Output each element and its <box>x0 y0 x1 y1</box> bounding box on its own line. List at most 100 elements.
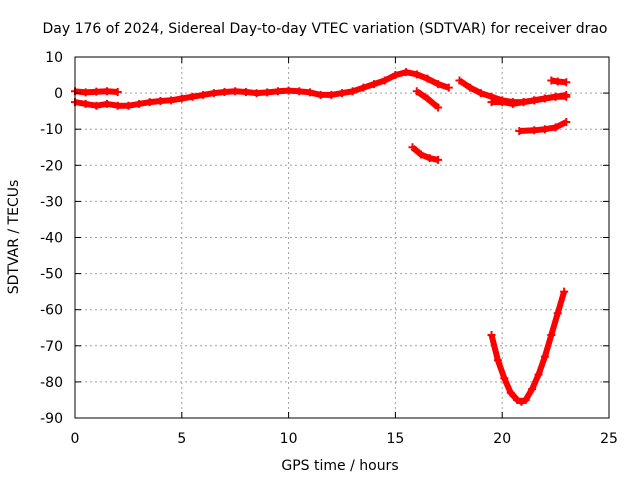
data-point <box>553 77 562 86</box>
data-point <box>135 99 144 108</box>
data-point <box>252 89 261 98</box>
data-point <box>551 123 560 132</box>
data-point <box>534 370 543 379</box>
y-tick-label: -40 <box>40 231 63 247</box>
y-tick-label: -90 <box>40 411 63 427</box>
data-point <box>547 76 556 85</box>
data-point <box>551 92 560 101</box>
x-tick-label: 0 <box>71 431 80 447</box>
data-point <box>508 99 517 108</box>
data-point <box>391 71 400 80</box>
chart-title: Day 176 of 2024, Sidereal Day-to-day VTE… <box>42 21 607 37</box>
data-point <box>513 395 522 404</box>
y-tick-label: -50 <box>40 267 63 283</box>
data-point <box>530 126 539 135</box>
data-point <box>273 87 282 96</box>
data-point <box>209 89 218 98</box>
data-point <box>528 385 537 394</box>
data-point <box>124 101 133 110</box>
data-point <box>220 88 229 97</box>
data-point <box>547 330 556 339</box>
data-point <box>466 83 475 92</box>
data-point <box>434 155 443 164</box>
data-point <box>540 94 549 103</box>
data-point <box>487 330 496 339</box>
x-tick-label: 15 <box>386 431 404 447</box>
y-tick-label: -20 <box>40 158 63 174</box>
series-layer <box>71 68 571 406</box>
y-tick-label: -80 <box>40 375 63 391</box>
data-point <box>103 87 112 96</box>
y-tick-label: -30 <box>40 194 63 210</box>
data-point <box>231 87 240 96</box>
data-point <box>530 96 539 105</box>
x-axis-label: GPS time / hours <box>281 458 398 474</box>
x-tick-label: 5 <box>177 431 186 447</box>
data-point <box>145 98 154 107</box>
data-point <box>417 150 426 159</box>
data-point <box>423 74 432 83</box>
data-point <box>327 90 336 99</box>
data-point <box>423 94 432 103</box>
data-point <box>113 88 122 97</box>
data-point <box>199 90 208 99</box>
data-point <box>92 87 101 96</box>
data-point <box>493 356 502 365</box>
data-point <box>553 309 562 318</box>
data-point <box>476 89 485 98</box>
data-point <box>263 88 272 97</box>
data-point <box>515 127 524 136</box>
x-tick-label: 20 <box>493 431 511 447</box>
data-point <box>338 89 346 98</box>
data-point <box>434 103 443 112</box>
data-point <box>316 90 325 99</box>
data-point <box>540 125 549 134</box>
series-arc2 <box>74 69 450 109</box>
y-tick-label: -60 <box>40 303 63 319</box>
data-point <box>425 154 434 163</box>
y-tick-label: -10 <box>40 122 63 138</box>
data-point <box>444 83 453 92</box>
data-point <box>412 70 421 79</box>
data-point <box>506 388 515 397</box>
data-point <box>434 80 443 89</box>
data-point <box>562 117 571 126</box>
data-point <box>408 143 417 152</box>
data-point <box>103 99 112 108</box>
data-point <box>156 97 165 106</box>
data-point <box>241 88 250 97</box>
data-point <box>370 80 379 89</box>
data-point <box>177 94 186 103</box>
data-point <box>81 99 90 108</box>
data-point <box>487 98 496 107</box>
data-point <box>412 87 421 96</box>
data-point <box>562 78 571 87</box>
x-tick-label: 10 <box>280 431 298 447</box>
y-tick-label: -70 <box>40 339 63 355</box>
data-point <box>295 87 304 96</box>
data-point <box>359 83 368 92</box>
y-axis-label: SDTVAR / TECUs <box>6 180 22 295</box>
y-tick-label: 0 <box>54 86 63 102</box>
data-point <box>455 76 464 85</box>
grid <box>75 57 609 418</box>
data-point <box>113 101 122 110</box>
data-point <box>380 76 389 85</box>
data-point <box>305 88 314 97</box>
data-point <box>284 86 293 95</box>
data-point <box>188 92 197 101</box>
axis-ticks: 0 5 10 15 20 25 10 0 -10 -20 -30 -40 -50 -60 -70 -80 -90 <box>40 50 618 447</box>
data-point <box>500 374 509 383</box>
data-point <box>348 87 357 96</box>
y-tick-label: 10 <box>45 50 63 66</box>
series-arc4 <box>410 145 439 163</box>
data-point <box>517 397 526 406</box>
data-point <box>92 101 101 110</box>
data-point <box>81 88 90 97</box>
data-point <box>562 90 571 99</box>
data-point <box>167 96 176 105</box>
data-point <box>402 68 411 77</box>
data-point <box>540 352 549 361</box>
x-tick-label: 25 <box>600 431 618 447</box>
